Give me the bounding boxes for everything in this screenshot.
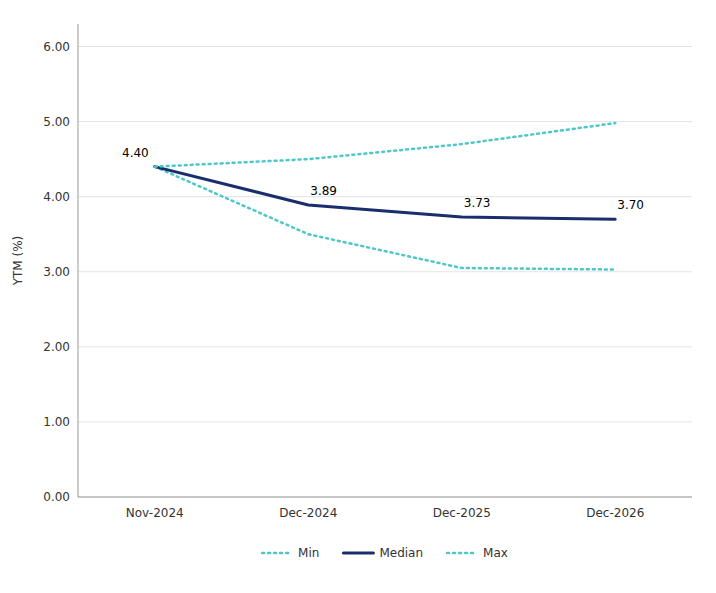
y-axis-label: YTM (%) <box>11 236 25 287</box>
series-line <box>155 167 616 270</box>
y-tick-label: 6.00 <box>43 40 70 54</box>
data-label: 3.89 <box>310 184 337 198</box>
chart: 0.00 1.00 2.00 3.00 4.00 5.00 6.00 YTM (%) Nov-2… <box>0 0 716 593</box>
grid-line <box>78 497 692 498</box>
legend-item: Max <box>447 546 508 560</box>
grid-line <box>78 271 692 272</box>
data-label: 4.40 <box>122 146 149 160</box>
grid-line <box>78 346 692 347</box>
legend-swatch <box>343 552 373 555</box>
y-axis: 0.00 1.00 2.00 3.00 4.00 5.00 6.00 <box>43 24 692 504</box>
data-labels: 4.40 3.89 3.73 3.70 <box>122 146 644 213</box>
chart-container: 0.00 1.00 2.00 3.00 4.00 5.00 6.00 YTM (%) Nov-2… <box>0 0 716 593</box>
x-tick-label: Dec-2025 <box>433 506 491 520</box>
y-tick-label: 2.00 <box>43 340 70 354</box>
legend-swatch <box>262 552 292 555</box>
x-axis: Nov-2024 Dec-2024 Dec-2025 Dec-2026 <box>126 506 645 520</box>
grid-line <box>78 421 692 422</box>
legend-label: Min <box>298 546 319 560</box>
legend-item: Median <box>343 546 423 560</box>
data-label: 3.73 <box>464 196 491 210</box>
x-tick-label: Nov-2024 <box>126 506 184 520</box>
x-tick-label: Dec-2026 <box>586 506 644 520</box>
x-tick-label: Dec-2024 <box>279 506 337 520</box>
y-tick-label: 0.00 <box>43 490 70 504</box>
legend-label: Max <box>483 546 508 560</box>
y-tick-label: 4.00 <box>43 190 70 204</box>
series-line <box>155 167 616 220</box>
legend-item: Min <box>262 546 319 560</box>
x-axis-line <box>78 497 692 498</box>
y-tick-label: 1.00 <box>43 415 70 429</box>
grid-line <box>78 196 692 197</box>
y-tick-label: 3.00 <box>43 265 70 279</box>
y-axis-line <box>78 24 79 497</box>
legend-swatch <box>447 552 477 555</box>
legend-label: Median <box>379 546 423 560</box>
grid-line <box>78 121 692 122</box>
y-tick-label: 5.00 <box>43 115 70 129</box>
legend: Min Median Max <box>262 546 508 560</box>
data-label: 3.70 <box>617 198 644 212</box>
series-line <box>155 123 616 167</box>
grid-line <box>78 46 692 47</box>
plot-area <box>155 123 616 269</box>
